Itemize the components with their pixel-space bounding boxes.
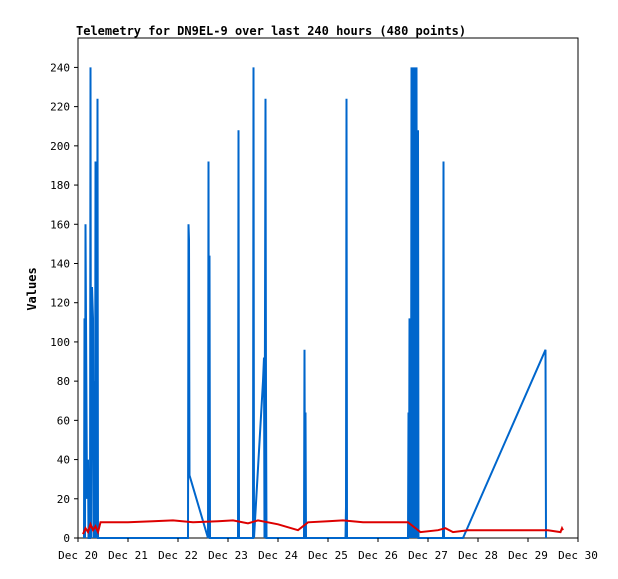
x-tick-label: Dec 24 xyxy=(258,549,298,562)
y-tick-label: 140 xyxy=(50,257,70,270)
y-tick-label: 180 xyxy=(50,179,70,192)
x-tick-label: Dec 20 xyxy=(58,549,98,562)
x-tick-label: Dec 28 xyxy=(458,549,498,562)
y-axis-label: Values xyxy=(25,267,39,310)
x-tick-label: Dec 26 xyxy=(358,549,398,562)
y-tick-label: 120 xyxy=(50,297,70,310)
plot-area xyxy=(77,37,579,539)
x-tick-label: Dec 21 xyxy=(108,549,148,562)
y-tick-label: 0 xyxy=(63,532,70,545)
series-line-1 xyxy=(82,519,564,536)
y-tick-label: 100 xyxy=(50,336,70,349)
x-tick-label: Dec 27 xyxy=(408,549,448,562)
y-tick-label: 220 xyxy=(50,101,70,114)
y-tick-label: 240 xyxy=(50,61,70,74)
x-tick-label: Dec 23 xyxy=(208,549,248,562)
y-tick-label: 40 xyxy=(57,454,70,467)
y-tick-label: 60 xyxy=(57,414,70,427)
y-tick-label: 20 xyxy=(57,493,70,506)
x-tick-label: Dec 29 xyxy=(508,549,548,562)
x-tick-label: Dec 30 xyxy=(558,549,598,562)
series-line-0 xyxy=(83,67,547,539)
y-tick-label: 80 xyxy=(57,375,70,388)
axis-layer: 0 20 40 60 80 100 120 140 160 180 200 220 240 Dec 20 D… xyxy=(50,61,598,562)
x-tick-label: Dec 22 xyxy=(158,549,198,562)
x-tick-label: Dec 25 xyxy=(308,549,348,562)
y-tick-label: 160 xyxy=(50,218,70,231)
series-layer xyxy=(82,67,564,539)
chart-title: Telemetry for DN9EL-9 over last 240 hour… xyxy=(76,24,466,38)
y-tick-label: 200 xyxy=(50,140,70,153)
